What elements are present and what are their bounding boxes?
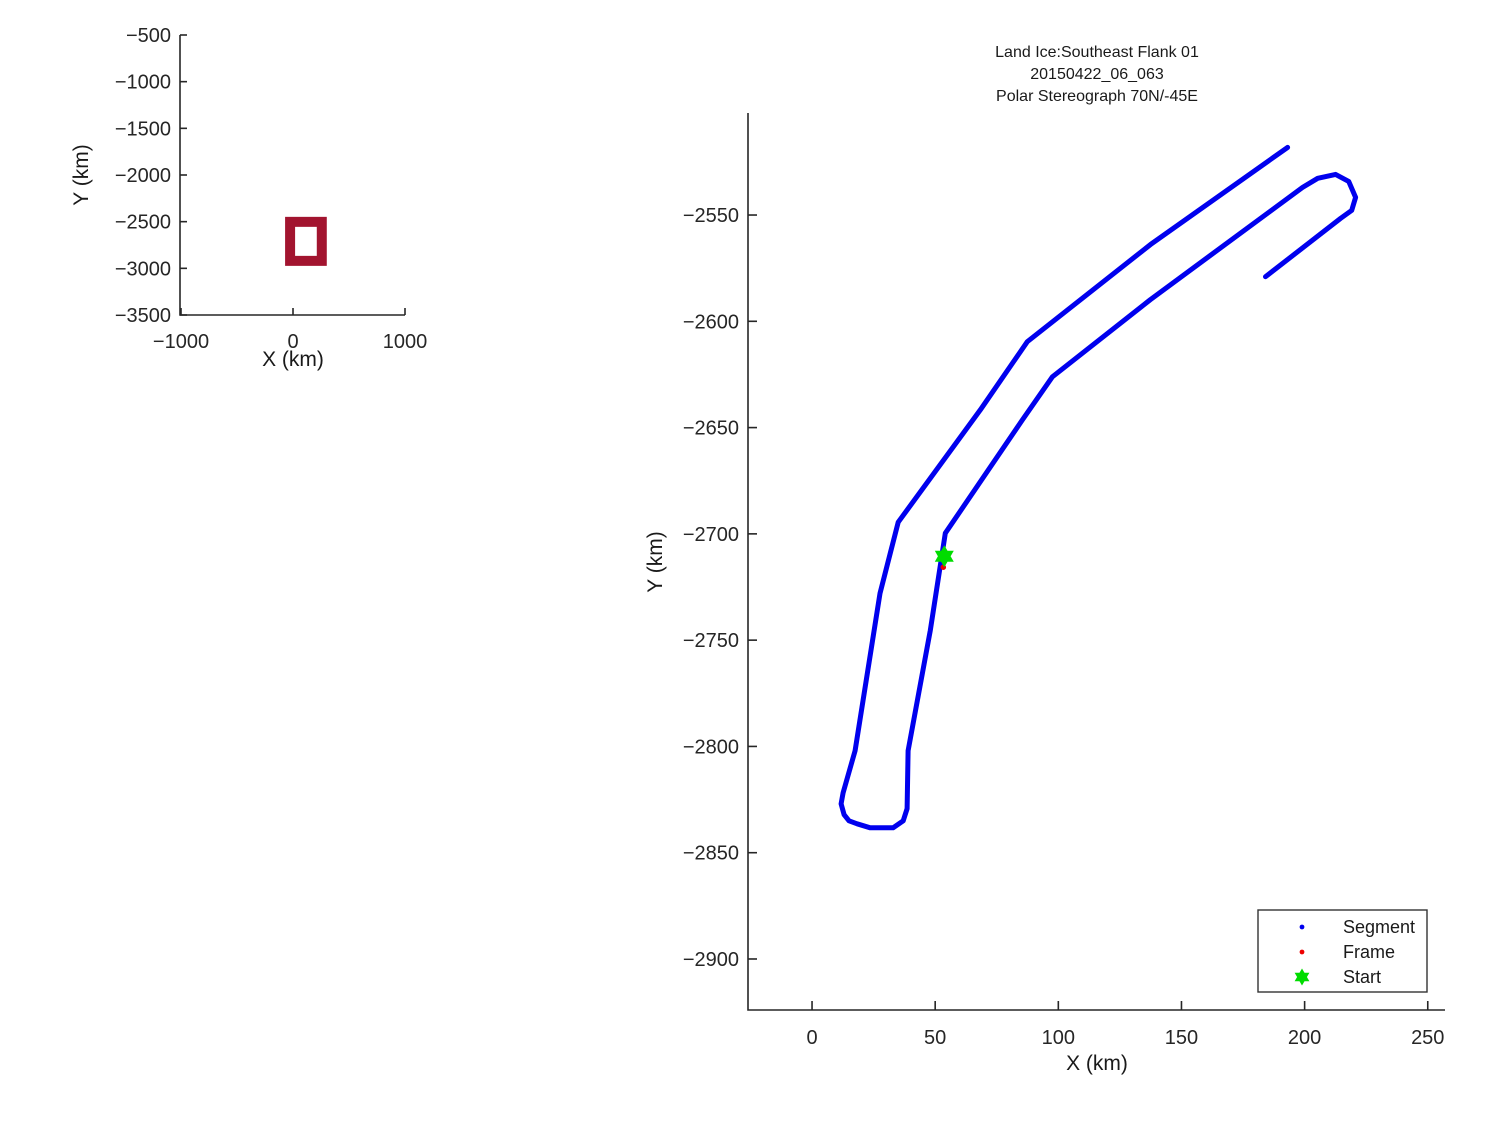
segment-track-path	[838, 144, 1359, 831]
x-tick-label: 150	[1165, 1027, 1198, 1049]
x-tick-label: −1000	[153, 331, 209, 353]
main-plot-title-line-3: Polar Stereograph 70N/-45E	[996, 88, 1198, 105]
main-plot-title-line-1: Land Ice:Southeast Flank 01	[995, 44, 1199, 61]
coverage-extent-box	[285, 216, 327, 266]
x-tick-label: 250	[1411, 1027, 1444, 1049]
y-tick-label: −2750	[683, 630, 739, 652]
y-tick-label: −2550	[683, 205, 739, 227]
legend-label-start: Start	[1343, 967, 1381, 987]
y-tick-label: −3000	[115, 258, 171, 280]
y-tick-label: −2500	[115, 212, 171, 234]
y-tick-label: −500	[126, 25, 171, 47]
x-tick-label: 0	[287, 331, 298, 353]
flight-track-axes-frame	[747, 113, 1445, 1011]
main-plot-title: Land Ice:Southeast Flank 01 20150422_06_…	[995, 42, 1199, 108]
y-tick-label: −2700	[683, 524, 739, 546]
main-ylabel: Y (km)	[644, 531, 667, 593]
y-tick-label: −3500	[115, 305, 171, 327]
legend-label-frame: Frame	[1343, 942, 1395, 962]
legend-marker-start-icon	[1294, 968, 1310, 986]
y-tick-label: −2000	[115, 165, 171, 187]
y-tick-label: −2850	[683, 843, 739, 865]
flight-track-plot: 0 50 100 150 200 250 −2550 −2600 −2650 −2700 −2750…	[683, 113, 1445, 1049]
x-tick-label: 0	[806, 1027, 817, 1049]
y-tick-label: −1000	[115, 72, 171, 94]
overview-locator-plot: −1000 0 1000 −500 −1000 −1500 −2000 −2500 −3000 −…	[115, 25, 427, 353]
legend-label-segment: Segment	[1343, 917, 1415, 937]
y-tick-label: −2800	[683, 736, 739, 758]
main-xlabel: X (km)	[1066, 1052, 1128, 1075]
y-tick-label: −2900	[683, 949, 739, 971]
overview-ylabel: Y (km)	[70, 144, 93, 206]
legend-marker-segment-icon	[1299, 924, 1305, 930]
y-tick-label: −1500	[115, 118, 171, 140]
y-tick-label: −2600	[683, 311, 739, 333]
x-tick-label: 1000	[383, 331, 428, 353]
x-tick-label: 100	[1042, 1027, 1075, 1049]
legend-box	[1257, 909, 1428, 993]
y-tick-label: −2650	[683, 418, 739, 440]
x-tick-label: 200	[1288, 1027, 1321, 1049]
x-tick-label: 50	[924, 1027, 946, 1049]
overview-xlabel: X (km)	[262, 348, 324, 371]
main-plot-title-line-2: 20150422_06_063	[1030, 66, 1164, 83]
overview-locator-axes-frame	[179, 35, 405, 316]
legend-marker-frame-icon	[1299, 949, 1305, 955]
start-hexagram-marker	[934, 545, 954, 568]
